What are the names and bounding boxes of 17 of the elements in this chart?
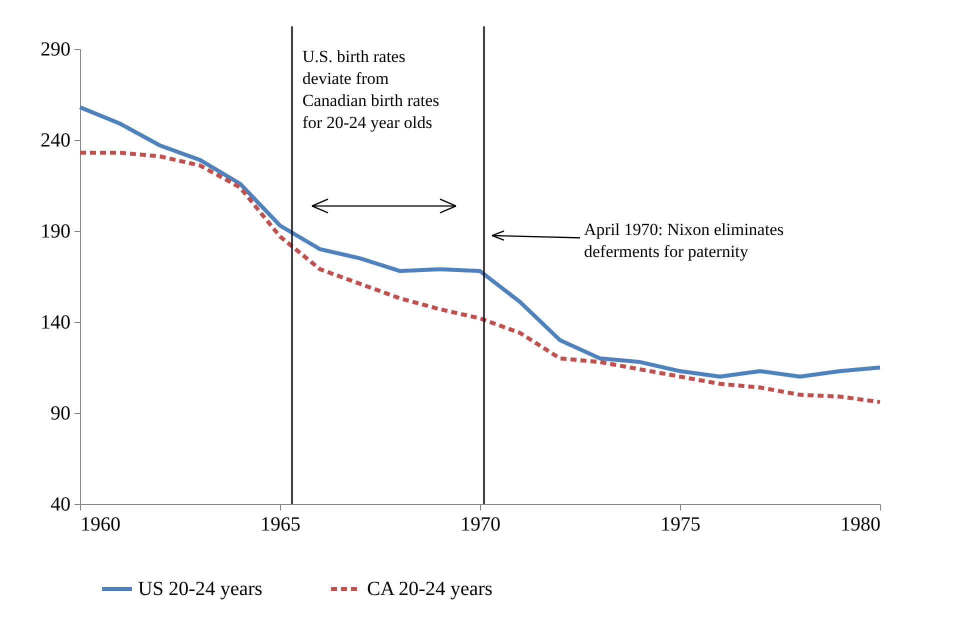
annotation: April 1970: Nixon eliminates deferments for paternity xyxy=(584,220,784,261)
y-tick-label: 240 xyxy=(40,130,70,152)
x-tick-label: 1970 xyxy=(460,514,500,536)
x-tick-label: 1965 xyxy=(260,514,300,536)
y-tick-label: 290 xyxy=(40,38,70,60)
legend-label: CA 20-24 years xyxy=(367,578,493,600)
y-tick-label: 190 xyxy=(40,220,70,242)
x-tick-label: 1960 xyxy=(80,514,120,536)
x-tick-label: 1975 xyxy=(660,514,700,536)
x-tick-label: 1980 xyxy=(840,514,880,536)
annotation: U.S. birth rates deviate from Canadian birth rates for 20-24 year olds xyxy=(302,47,440,132)
line-series xyxy=(78,150,882,404)
line-series xyxy=(78,105,882,379)
y-tick-label: 140 xyxy=(40,312,70,334)
y-tick-label: 90 xyxy=(50,402,70,424)
legend-label: US 20-24 years xyxy=(138,578,263,600)
y-tick-label: 40 xyxy=(50,494,70,516)
